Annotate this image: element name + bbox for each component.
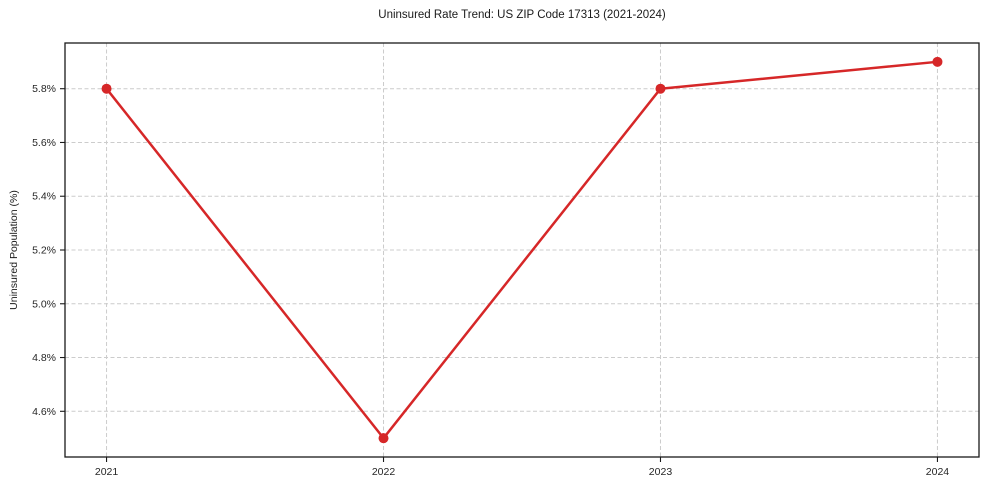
y-tick-label: 5.8% [32, 83, 56, 95]
y-tick-label: 5.4% [32, 191, 56, 203]
chart-title: Uninsured Rate Trend: US ZIP Code 17313 … [378, 9, 666, 21]
data-point-marker [655, 83, 666, 94]
trend-line [105, 60, 939, 440]
plot-area-border [64, 42, 980, 458]
y-tick-label: 5.0% [32, 298, 56, 310]
data-point-marker [378, 433, 389, 444]
x-tick-label: 2021 [95, 466, 119, 478]
y-tick-label: 5.2% [32, 245, 56, 257]
y-tick-label: 5.6% [32, 137, 56, 149]
x-tick-label: 2024 [926, 466, 950, 478]
y-tick-label: 4.8% [32, 352, 56, 364]
x-tick-label: 2023 [649, 466, 673, 478]
data-point-marker [101, 83, 112, 94]
data-point-marker [932, 56, 943, 67]
x-tick-label: 2022 [372, 466, 396, 478]
y-tick-label: 4.6% [32, 406, 56, 418]
